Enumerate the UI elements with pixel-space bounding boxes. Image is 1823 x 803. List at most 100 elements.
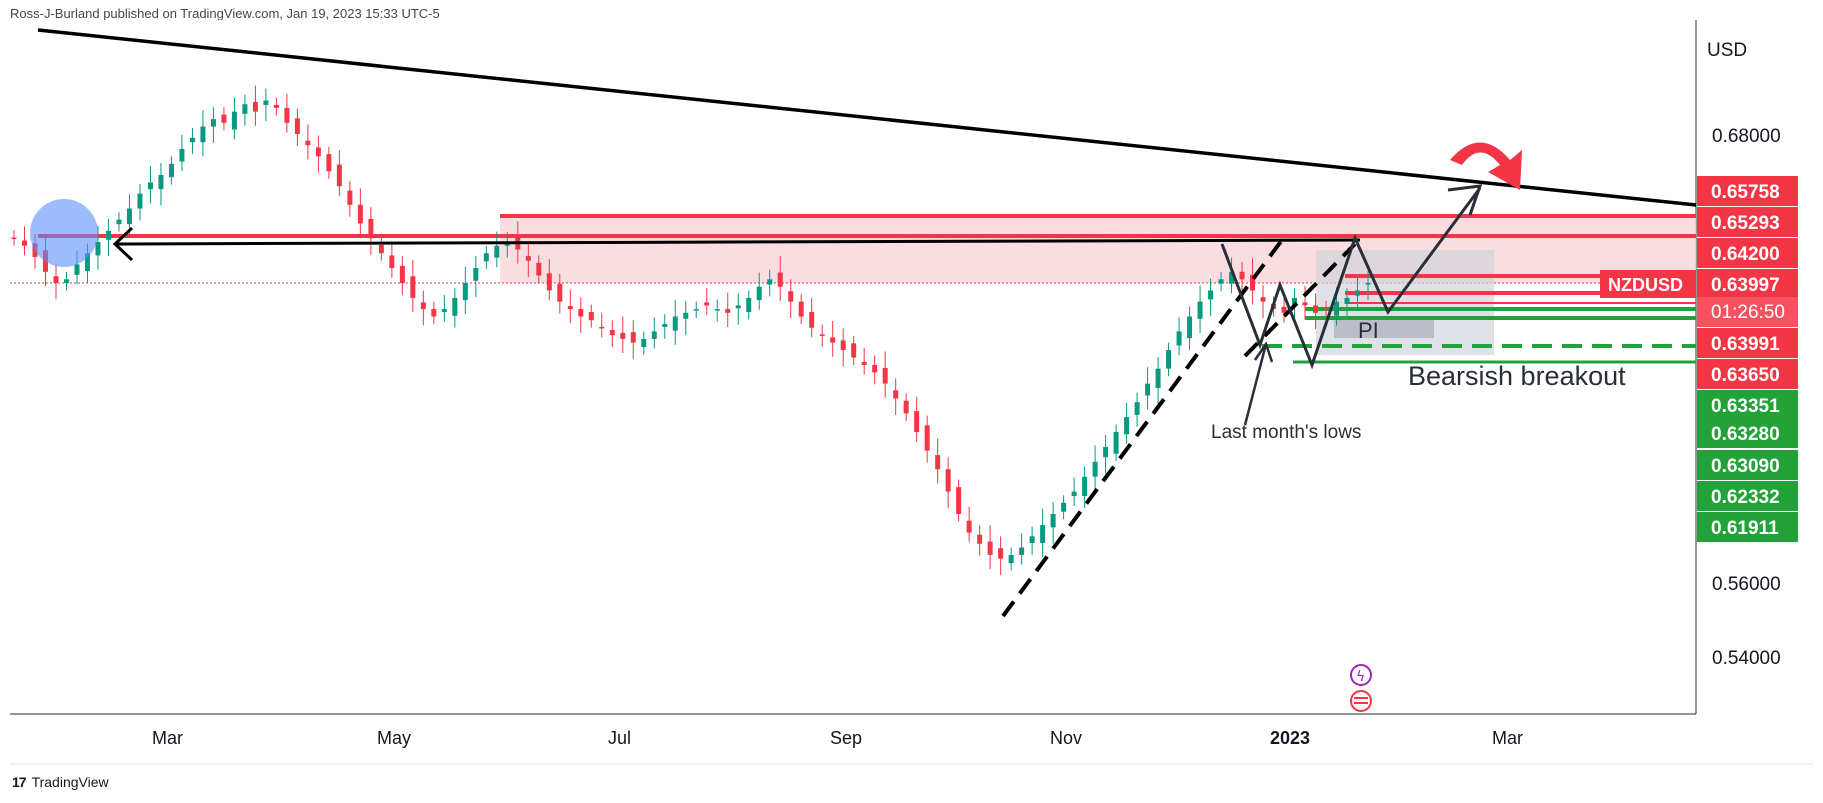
candle-body <box>882 367 888 384</box>
pi-box <box>1334 318 1434 338</box>
candle-body <box>294 118 300 134</box>
candle-body <box>966 520 972 533</box>
candle-body <box>231 111 237 130</box>
candle-body <box>95 242 101 256</box>
candle-body <box>536 262 542 276</box>
candle-body <box>609 329 615 336</box>
price-tag-value: 0.63280 <box>1711 424 1780 445</box>
price-tag-value: 0.63351 <box>1711 396 1780 417</box>
candle-body <box>788 291 794 302</box>
price-tag-value: 0.63991 <box>1711 334 1780 355</box>
y-tick-056000: 0.56000 <box>1712 574 1781 595</box>
candle-body <box>620 332 626 339</box>
candle-body <box>357 204 363 224</box>
candle-body <box>1071 491 1077 497</box>
lightning-glyph-icon: ϟ <box>1356 669 1365 685</box>
candle-body <box>714 309 720 311</box>
tradingview-logo[interactable]: 17 TradingView <box>12 774 109 790</box>
y-axis-ticks: USD 0.68000 0.56000 0.54000 <box>1707 40 1781 669</box>
candle-body <box>525 256 531 261</box>
candle-body <box>441 309 447 313</box>
descending-trendline <box>37 28 1697 207</box>
candle-body <box>1040 525 1046 544</box>
candle-body <box>483 253 489 262</box>
candle-body <box>368 218 374 239</box>
price-tag-value: 0.63090 <box>1711 456 1780 477</box>
candle-body <box>641 338 647 348</box>
candle-body <box>893 390 899 399</box>
candle-body <box>1260 297 1266 302</box>
tradingview-mark-icon: 17 <box>12 774 27 790</box>
red-curved-arrow-icon <box>1450 142 1522 190</box>
candle-body <box>147 182 153 190</box>
price-tag-value: 0.62332 <box>1711 487 1780 508</box>
candle-body <box>725 309 731 313</box>
candle-body <box>914 411 920 432</box>
candle-body <box>1082 476 1088 497</box>
candle-body <box>410 276 416 298</box>
candle-body <box>473 268 479 281</box>
candle-body <box>924 425 930 451</box>
candle-body <box>1250 274 1256 291</box>
candle-body <box>126 208 132 225</box>
up-arrow-head-icon <box>1447 184 1483 216</box>
candle-body <box>1029 536 1035 544</box>
candle-body <box>1050 513 1056 528</box>
price-tag-bg <box>1697 238 1798 268</box>
candle-body <box>105 230 111 240</box>
price-tag-bg <box>1697 390 1798 420</box>
x-tick-jul: Jul <box>608 728 631 748</box>
candle-body <box>809 312 815 328</box>
x-tick-mar-2: Mar <box>1492 728 1523 748</box>
candle-body <box>683 312 689 319</box>
candle-body <box>74 264 80 275</box>
price-tag-value: 0.64200 <box>1711 244 1780 265</box>
price-tags: 0.65758 0.65293 0.64200 0.63997 0.63991 0.636… <box>1600 176 1798 542</box>
candle-body <box>84 253 90 272</box>
candles-group <box>11 85 1371 576</box>
candle-body <box>693 309 699 311</box>
candle-body <box>998 548 1004 559</box>
uptrend-dashed-line-1 <box>1001 238 1284 618</box>
candle-body <box>1187 316 1193 339</box>
countdown-label: 01:26:50 <box>1711 302 1785 323</box>
candle-body <box>1355 290 1361 296</box>
candle-body <box>777 272 783 287</box>
candle-body <box>662 323 668 327</box>
candle-body <box>567 306 573 310</box>
candle-body <box>263 100 269 105</box>
x-tick-may: May <box>377 728 411 748</box>
candle-body <box>599 326 605 329</box>
candle-body <box>1019 547 1025 555</box>
candle-body <box>1218 279 1224 284</box>
x-tick-nov: Nov <box>1050 728 1082 748</box>
candle-body <box>137 193 143 209</box>
horizontal-neckline <box>114 238 1361 246</box>
y-tick-068000: 0.68000 <box>1712 126 1781 147</box>
candle-body <box>672 316 678 331</box>
price-tag-bg <box>1697 512 1798 542</box>
candle-body <box>735 305 741 309</box>
us-flag-event-icon[interactable] <box>1350 690 1372 712</box>
symbol-tag-bg <box>1600 270 1696 298</box>
currency-label: USD <box>1707 40 1747 61</box>
candle-body <box>1292 297 1298 307</box>
candle-body <box>11 237 17 240</box>
candle-body <box>315 147 321 157</box>
candle-body <box>945 469 951 492</box>
candle-body <box>378 245 384 254</box>
lightning-event-icon[interactable] <box>1350 664 1372 686</box>
highlight-circle <box>30 199 98 267</box>
candle-body <box>746 297 752 313</box>
candle-body <box>158 174 164 190</box>
candle-body <box>1124 417 1130 435</box>
candle-body <box>798 301 804 317</box>
candle-body <box>1008 554 1014 564</box>
plot-area[interactable] <box>10 20 1696 714</box>
candle-body <box>305 140 311 146</box>
candle-body <box>1092 461 1098 477</box>
candle-body <box>242 104 248 114</box>
candle-body <box>1281 306 1287 313</box>
x-tick-sep: Sep <box>830 728 862 748</box>
